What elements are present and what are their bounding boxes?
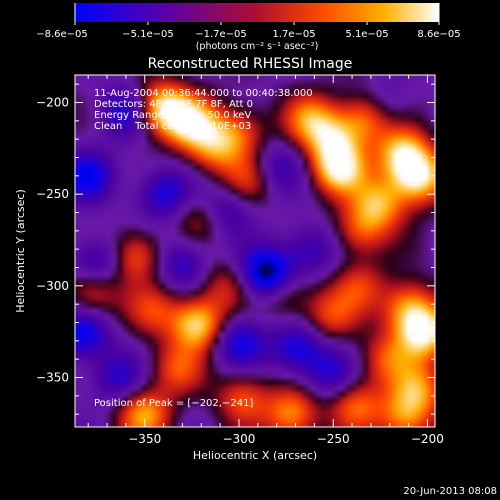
plot-area: −350 −300 −250 −200 −200 −250 −300 −350: [36, 74, 444, 446]
axes: −350 −300 −250 −200 −200 −250 −300 −350: [36, 74, 444, 446]
y-tick-label: −350: [36, 371, 69, 385]
colorbar-tick-label: −1.7e−05: [195, 29, 247, 40]
colorbar-tick-label: −5.1e−05: [122, 29, 174, 40]
colorbar-tick-label: 8.6e−05: [417, 29, 460, 40]
colorbar-tick-label: −8.6e−05: [36, 29, 88, 40]
y-tick-label: −300: [36, 279, 69, 293]
info-detectors: Detectors: 4F 5F 6F 7F 8F, Att 0: [94, 99, 253, 110]
colorbar-units: (photons cm⁻² s⁻¹ asec⁻²): [196, 41, 319, 52]
colorbar-tick-label: 5.1e−05: [345, 29, 388, 40]
x-axis-label: Heliocentric X (arcsec): [193, 449, 317, 462]
x-tick-label: −200: [411, 432, 444, 446]
timestamp: 20‐Jun‐2013 08:08: [403, 486, 497, 497]
x-tick-label: −250: [317, 432, 350, 446]
chart-title: Reconstructed RHESSI Image: [148, 56, 353, 72]
y-tick-label: −200: [36, 96, 69, 110]
peak-position-label: Position of Peak = [−202,−241]: [94, 398, 253, 409]
info-clean-counts: Clean Total counts: 4.10E+03: [94, 121, 251, 132]
heatmap-image: [75, 75, 435, 427]
info-energy-range: Energy Range: 25.0 − 50.0 keV: [94, 110, 251, 121]
y-tick-label: −250: [36, 187, 69, 201]
x-tick-label: −350: [128, 432, 161, 446]
x-tick-label: −300: [222, 432, 255, 446]
plot-frame: [74, 74, 436, 428]
info-overlay: 11‐Aug‐2004 00:36:44.000 to 00:40:38.000…: [94, 88, 313, 409]
colorbar-tick-label: 1.7e−05: [272, 29, 315, 40]
colorbar: −8.6e−05 −5.1e−05 −1.7e−05 1.7e−05 5.1e−…: [36, 3, 461, 52]
y-axis-label: Heliocentric Y (arcsec): [14, 189, 27, 313]
colorbar-ramp: [75, 3, 439, 22]
info-time-range: 11‐Aug‐2004 00:36:44.000 to 00:40:38.000: [94, 88, 313, 99]
